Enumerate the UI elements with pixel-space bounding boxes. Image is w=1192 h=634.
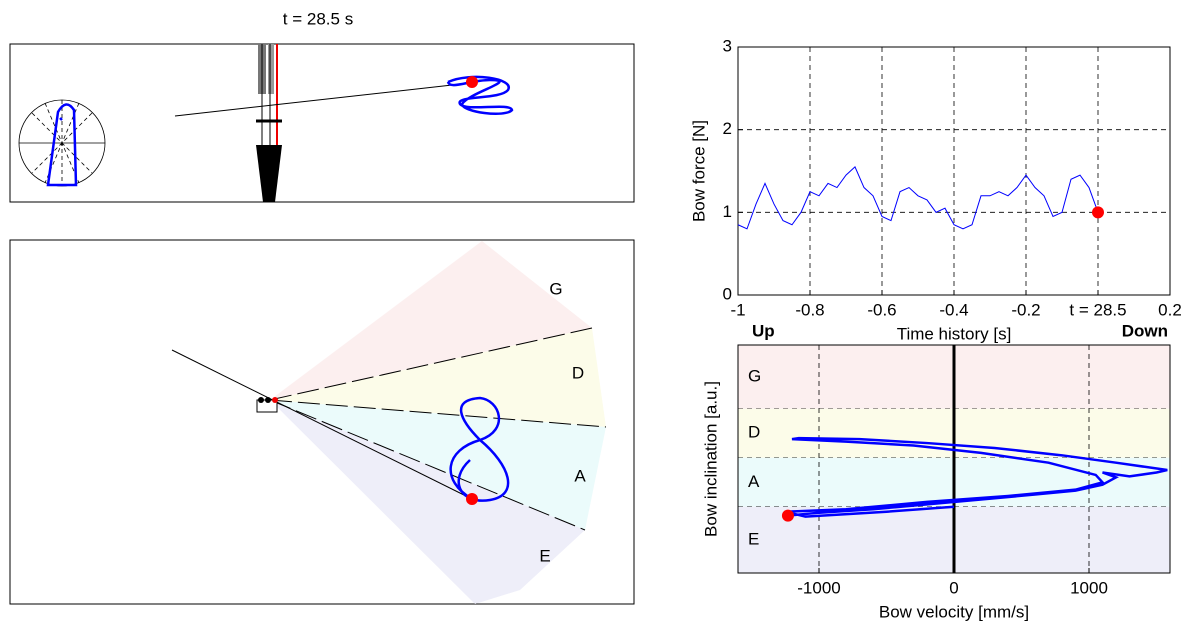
current-point [781, 509, 794, 522]
trajectory [446, 75, 514, 115]
x-tick-label: -1000 [797, 578, 840, 597]
band-label: A [748, 472, 760, 491]
x-tick-label: 0 [949, 578, 958, 597]
panel-title: t = 28.5 s [283, 9, 353, 28]
top-view-box [9, 43, 635, 203]
plot-frame [737, 46, 1171, 296]
plot-area [738, 47, 1170, 295]
y-tick-label: 1 [723, 202, 732, 221]
bow-line [174, 82, 471, 117]
bow-loop [46, 103, 78, 187]
x-tick-label: 1000 [1070, 578, 1108, 597]
plot-frame [737, 344, 1171, 574]
y-tick-label: 0 [723, 284, 732, 303]
x-axis-label: Time history [s] [897, 324, 1012, 343]
current-point [1092, 206, 1104, 219]
sector-label: G [549, 279, 562, 298]
corner-label: Up [752, 321, 775, 340]
y-tick-label: 3 [723, 36, 732, 55]
x-tick-label: -0.6 [867, 300, 896, 319]
sectors [171, 241, 607, 604]
x-tick-label: -1 [730, 300, 745, 319]
x-tick-label: -0.2 [1011, 300, 1040, 319]
y-axis-label: Bow inclination [a.u.] [701, 381, 720, 537]
y-tick-label: 2 [723, 119, 732, 138]
band-label: D [748, 423, 760, 442]
corner-label: Down [1122, 321, 1168, 340]
bridge [256, 44, 282, 202]
band-label: G [748, 366, 761, 385]
data-line [784, 436, 1168, 518]
current-point [466, 493, 478, 505]
x-tick-label: -0.8 [795, 300, 824, 319]
trajectory [449, 396, 510, 502]
x-axis-label: Bow velocity [mm/s] [879, 602, 1029, 621]
sector-label: A [574, 466, 586, 485]
sector-label: D [572, 363, 584, 382]
band-label: E [748, 529, 759, 548]
sector-label: E [539, 546, 550, 565]
data-line [737, 166, 1099, 230]
x-tick-label: -0.4 [939, 300, 968, 319]
current-point [466, 76, 478, 88]
x-tick-label: t = 28.5 [1069, 300, 1126, 319]
x-tick-label: 0.2 [1158, 300, 1182, 319]
y-axis-label: Bow force [N] [689, 120, 708, 222]
